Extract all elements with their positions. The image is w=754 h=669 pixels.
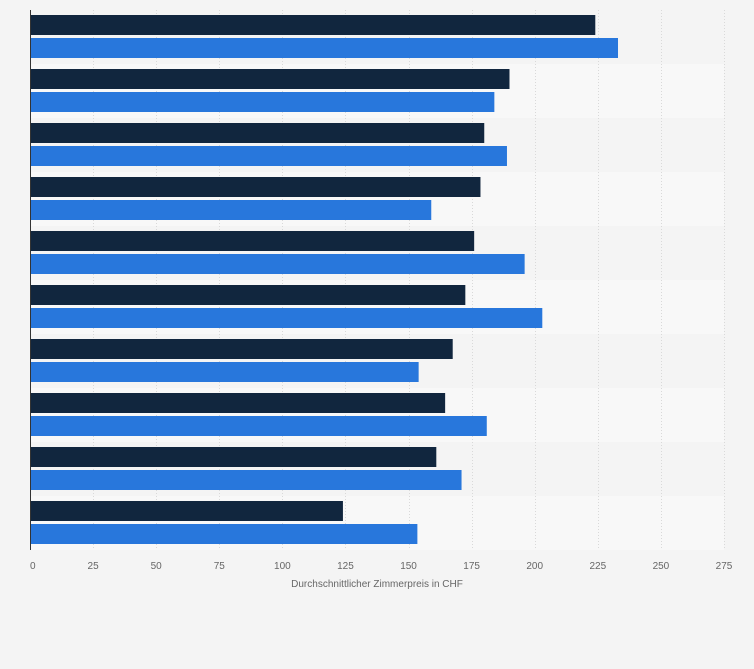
x-tick-labels: 0 25 50 75 100 125 150 175 200 225 250 275 [30, 561, 733, 572]
x-tick-label: 25 [88, 561, 100, 572]
x-tick-label: 125 [337, 561, 354, 572]
x-tick-label: 0 [30, 561, 36, 572]
bar-series-2 [30, 524, 418, 544]
bar-series-2 [30, 146, 507, 166]
x-tick-label: 150 [400, 561, 417, 572]
x-tick-label: 250 [653, 561, 670, 572]
bar-series-1 [30, 177, 481, 197]
bar-series-2 [30, 254, 525, 274]
bar-series-2 [30, 362, 419, 382]
bars [30, 15, 619, 544]
bar-series-1 [30, 339, 453, 359]
bar-series-2 [30, 38, 619, 58]
x-tick-label: 225 [589, 561, 606, 572]
bar-series-1 [30, 447, 437, 467]
row-bands [30, 10, 724, 550]
bar-series-1 [30, 231, 475, 251]
bar-series-2 [30, 92, 495, 112]
x-tick-label: 175 [463, 561, 480, 572]
x-tick-label: 100 [274, 561, 291, 572]
bar-series-1 [30, 123, 485, 143]
bar-series-2 [30, 470, 462, 490]
bar-series-1 [30, 285, 466, 305]
bar-series-1 [30, 393, 446, 413]
x-tick-label: 275 [716, 561, 733, 572]
bar-series-2 [30, 200, 432, 220]
bar-series-2 [30, 308, 543, 328]
bar-series-1 [30, 501, 343, 521]
bar-series-1 [30, 69, 510, 89]
bar-series-2 [30, 416, 487, 436]
x-tick-label: 75 [214, 561, 226, 572]
x-tick-label: 200 [526, 561, 543, 572]
x-axis-title: Durchschnittlicher Zimmerpreis in CHF [291, 579, 463, 590]
x-tick-label: 50 [151, 561, 163, 572]
bar-series-1 [30, 15, 596, 35]
